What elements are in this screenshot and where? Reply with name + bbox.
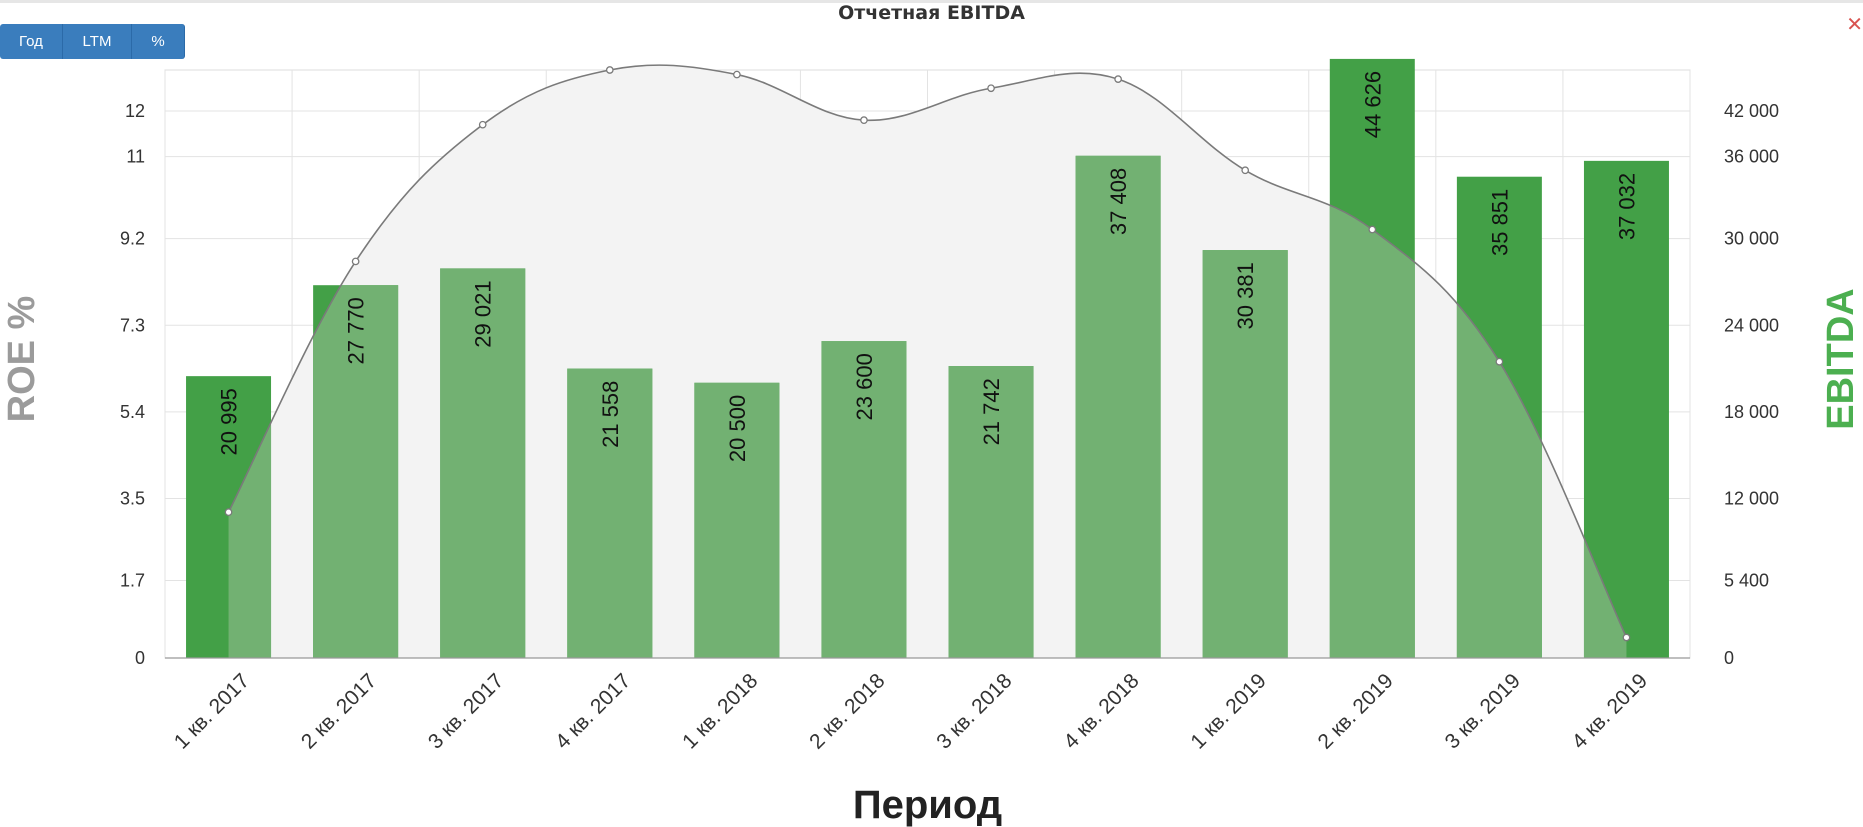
ltm-button[interactable]: LTM: [63, 24, 132, 59]
bar-value-label: 37 032: [1614, 173, 1639, 240]
bar-value-label: 30 381: [1233, 262, 1258, 329]
x-category-label: 1 кв. 2018: [678, 669, 762, 753]
roe-line: [227, 64, 1628, 638]
y-left-tick-label: 3.5: [120, 488, 145, 508]
x-category-label: 1 кв. 2017: [170, 669, 254, 753]
y-right-tick-label: 18 000: [1724, 402, 1779, 422]
y-right-tick-label: 0: [1724, 648, 1734, 668]
x-category-label: 3 кв. 2017: [424, 669, 508, 753]
bar-value-label: 20 995: [217, 388, 242, 455]
bar-value-label: 37 408: [1106, 168, 1131, 235]
roe-point[interactable]: [1114, 75, 1122, 83]
y-right-tick-label: 36 000: [1724, 147, 1779, 167]
bar-ebitda-overlap: [1075, 155, 1161, 658]
x-category-label: 1 кв. 2019: [1186, 669, 1270, 753]
y-right-axis-title: EBITDA: [1820, 288, 1862, 429]
y-right-tick-label: 42 000: [1724, 101, 1779, 121]
bar-value-label: 21 558: [598, 381, 623, 448]
year-button[interactable]: Год: [0, 24, 63, 59]
bar-value-label: 23 600: [852, 353, 877, 420]
y-left-axis-title: ROE %: [1, 296, 43, 423]
bar-value-label: 44 626: [1360, 71, 1385, 138]
roe-point[interactable]: [987, 84, 995, 93]
chart-title: Отчетная EBITDA: [838, 2, 1025, 24]
roe-point[interactable]: [1622, 633, 1631, 642]
x-category-label: 4 кв. 2017: [551, 669, 635, 753]
close-icon[interactable]: ✕: [1846, 12, 1863, 36]
y-right-tick-label: 30 000: [1724, 229, 1779, 249]
roe-point[interactable]: [351, 257, 360, 266]
y-left-tick-label: 0: [135, 648, 145, 668]
roe-point[interactable]: [605, 66, 614, 74]
x-category-label: 3 кв. 2018: [932, 669, 1016, 753]
y-left-tick-label: 7.3: [120, 315, 145, 335]
top-border: [0, 0, 1863, 3]
roe-point[interactable]: [1241, 166, 1250, 175]
bar-value-label: 35 851: [1487, 189, 1512, 256]
y-left-tick-label: 12: [125, 101, 145, 121]
bar-ebitda-overlap: [567, 368, 653, 658]
bar-value-label: 21 742: [979, 378, 1004, 445]
bar-ebitda-overlap: [313, 285, 399, 658]
bar-value-label: 27 770: [344, 297, 369, 364]
roe-point[interactable]: [860, 116, 868, 124]
y-left-tick-label: 9.2: [120, 229, 145, 249]
roe-point[interactable]: [1495, 357, 1504, 366]
y-right-tick-label: 12 000: [1724, 488, 1779, 508]
y-left-tick-label: 1.7: [120, 571, 145, 591]
x-category-label: 4 кв. 2018: [1059, 669, 1143, 753]
period-toolbar: Год LTM %: [0, 24, 185, 59]
x-category-label: 3 кв. 2019: [1441, 669, 1525, 753]
roe-point[interactable]: [1368, 225, 1377, 234]
roe-point[interactable]: [478, 120, 487, 129]
bar-value-label: 20 500: [725, 395, 750, 462]
x-category-label: 2 кв. 2017: [297, 669, 381, 753]
x-category-label: 2 кв. 2018: [805, 669, 889, 753]
bar-ebitda-overlap: [440, 268, 526, 658]
bar-ebitda-overlap: [1202, 250, 1288, 658]
y-left-tick-label: 5.4: [120, 402, 145, 422]
percent-button[interactable]: %: [132, 24, 185, 59]
roe-point[interactable]: [224, 508, 233, 516]
bar-value-label: 29 021: [471, 280, 496, 347]
roe-point[interactable]: [733, 70, 741, 79]
bar-ebitda-overlap: [948, 366, 1034, 658]
x-category-label: 4 кв. 2019: [1568, 669, 1652, 753]
y-right-tick-label: 24 000: [1724, 315, 1779, 335]
bar-ebitda-overlap: [694, 382, 780, 658]
x-category-label: 2 кв. 2019: [1314, 669, 1398, 753]
y-right-tick-label: 5 400: [1724, 571, 1769, 591]
bar-ebitda-overlap: [821, 341, 907, 658]
x-axis-title: Период: [853, 783, 1002, 827]
y-left-tick-label: 11: [126, 147, 145, 167]
